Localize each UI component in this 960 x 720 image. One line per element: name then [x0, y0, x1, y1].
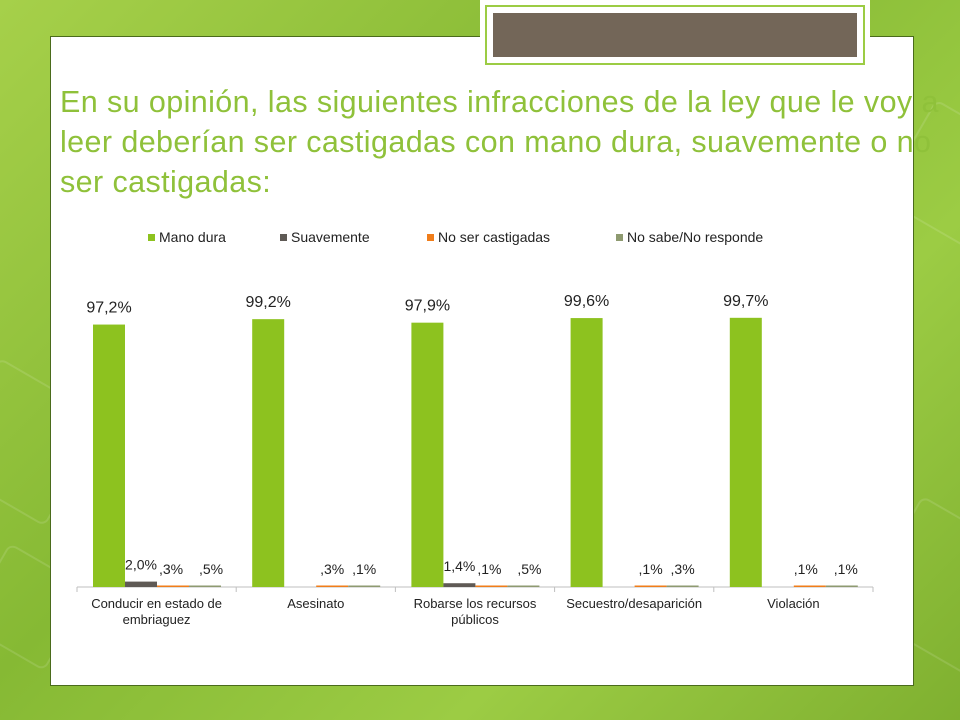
bar-suavemente [125, 581, 157, 587]
bar-suavemente [443, 583, 476, 587]
data-label: ,1% [639, 561, 663, 577]
bar-no-ser-castigadas [316, 585, 349, 587]
data-label: ,1% [834, 561, 858, 577]
bar-no-ser-castigadas [634, 585, 667, 587]
data-label: 97,2% [86, 300, 131, 317]
legend-label: No sabe/No responde [627, 229, 763, 245]
data-label: ,1% [477, 561, 501, 577]
category-label: embriaguez [123, 612, 191, 627]
category-label: Robarse los recursos [414, 596, 537, 611]
bar-no-ser-castigadas [793, 585, 826, 587]
decorative-tab-outline [485, 5, 865, 65]
bar-mano-dura [570, 318, 603, 587]
data-label: 1,4% [443, 558, 475, 574]
bar-no-sabe-no-responde [348, 585, 381, 587]
data-label: ,5% [517, 561, 541, 577]
data-label: 2,0% [125, 557, 157, 573]
bar-no-sabe-no-responde [507, 585, 540, 587]
bar-no-sabe-no-responde [825, 585, 858, 587]
legend-label: Suavemente [291, 229, 370, 245]
category-label: públicos [451, 612, 499, 627]
data-label: 97,9% [405, 298, 450, 315]
data-label: 99,7% [723, 293, 768, 310]
decorative-tab [480, 0, 870, 70]
bar-no-sabe-no-responde [666, 585, 699, 587]
bar-mano-dura [729, 317, 762, 587]
data-label: ,5% [199, 561, 223, 577]
slide-title: En su opinión, las siguientes infraccion… [60, 85, 939, 199]
data-label: ,1% [794, 561, 818, 577]
legend-label: Mano dura [159, 229, 226, 245]
category-label: Violación [767, 596, 820, 611]
decorative-tab-fill [493, 13, 857, 57]
legend-label: No ser castigadas [438, 229, 550, 245]
bar-no-ser-castigadas [157, 585, 189, 587]
bar-no-ser-castigadas [475, 585, 508, 587]
legend-swatch [280, 234, 287, 241]
category-label: Secuestro/desaparición [566, 596, 702, 611]
bar-mano-dura [93, 324, 125, 587]
data-label: ,3% [320, 561, 344, 577]
data-label: 99,6% [564, 293, 609, 310]
bar-no-sabe-no-responde [189, 585, 221, 587]
legend-swatch [616, 234, 623, 241]
data-label: ,3% [671, 561, 695, 577]
slide-panel [50, 36, 914, 686]
legend-swatch [427, 234, 434, 241]
data-label: ,1% [352, 561, 376, 577]
bar-mano-dura [252, 319, 285, 587]
legend-swatch [148, 234, 155, 241]
data-label: 99,2% [246, 294, 291, 311]
category-label: Conducir en estado de [91, 596, 222, 611]
data-label: ,3% [159, 561, 183, 577]
category-label: Asesinato [287, 596, 344, 611]
bar-mano-dura [411, 322, 444, 587]
